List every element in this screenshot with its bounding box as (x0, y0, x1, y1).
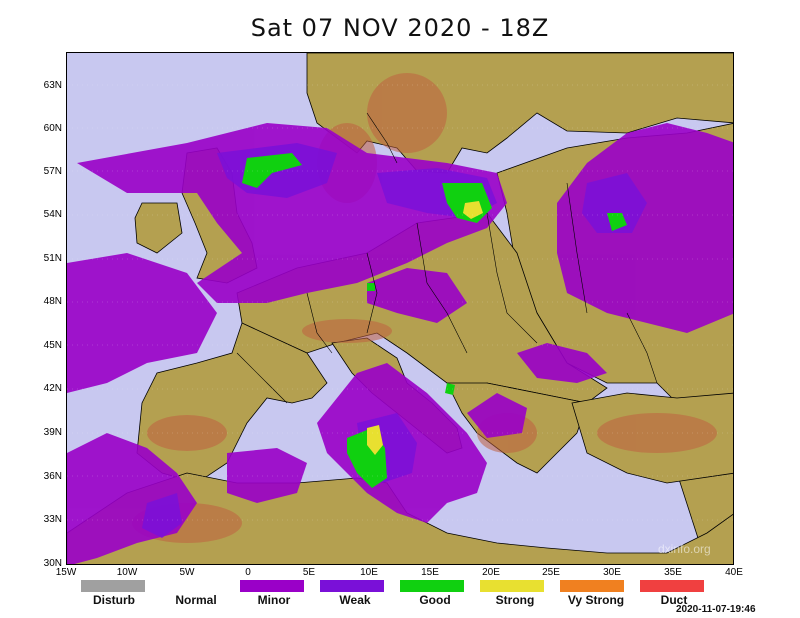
lon-label-25e: 25E (542, 567, 560, 578)
lon-label-10w: 10W (116, 567, 138, 578)
legend-label-good: Good (419, 593, 451, 607)
lat-label-36n: 36N (43, 471, 62, 482)
timestamp-text: 2020-11-07-19:46 (676, 604, 756, 615)
legend-swatch-weak (320, 580, 384, 592)
lon-label-15e: 15E (421, 567, 439, 578)
lat-label-51n: 51N (43, 253, 62, 264)
legend-label-strong: Strong (495, 593, 535, 607)
legend-swatch-vy-strong (560, 580, 624, 592)
legend-swatch-strong (480, 580, 544, 592)
country-borders (236, 112, 658, 404)
legend-label-weak: Weak (339, 593, 371, 607)
legend-swatch-minor (240, 580, 304, 592)
lon-label-35e: 35E (664, 567, 682, 578)
lon-label-30e: 30E (603, 567, 621, 578)
legend-label-vy-strong: Vy Strong (567, 593, 625, 607)
propagation-map (66, 52, 734, 565)
strong-zones (367, 201, 483, 455)
legend-label-duct: Duct (660, 593, 688, 607)
lat-label-63n: 63N (43, 80, 62, 91)
map-canvas (67, 53, 733, 564)
lon-label-5w: 5W (179, 567, 195, 578)
lat-label-33n: 33N (43, 514, 62, 525)
lon-label-0: 0 (245, 567, 251, 578)
land-ireland (134, 202, 183, 254)
lat-label-54n: 54N (43, 209, 62, 220)
legend-label-disturb: Disturb (93, 593, 135, 607)
lon-label-5e: 5E (302, 567, 316, 578)
legend-swatch-disturb (81, 580, 145, 592)
legend-swatch-good (400, 580, 464, 592)
lon-label-20e: 20E (482, 567, 500, 578)
legend-label-minor: Minor (257, 593, 291, 607)
lon-label-40e: 40E (725, 567, 743, 578)
lat-label-48n: 48N (43, 296, 62, 307)
lon-label-10e: 10E (360, 567, 378, 578)
lat-label-45n: 45N (43, 340, 62, 351)
legend-swatch-duct (640, 580, 704, 592)
map-title: Sat 07 NOV 2020 - 18Z (250, 14, 550, 42)
lat-label-57n: 57N (43, 166, 62, 177)
lat-label-42n: 42N (43, 383, 62, 394)
lat-label-39n: 39N (43, 427, 62, 438)
lat-label-30n: 30N (43, 558, 62, 569)
watermark-text: dxinfo.org (658, 542, 711, 556)
lat-label-60n: 60N (43, 123, 62, 134)
legend-label-normal: Normal (175, 593, 217, 607)
lon-label-15w: 15W (55, 567, 77, 578)
